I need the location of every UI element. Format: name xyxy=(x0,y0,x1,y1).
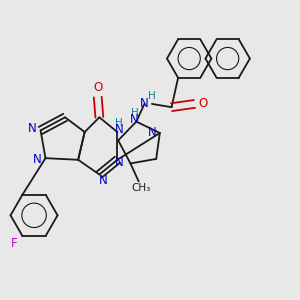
Text: H: H xyxy=(115,118,123,128)
Text: N: N xyxy=(115,123,123,136)
Text: N: N xyxy=(148,126,157,139)
Text: N: N xyxy=(115,156,123,169)
Text: H: H xyxy=(148,91,156,101)
Text: O: O xyxy=(198,98,207,110)
Text: N: N xyxy=(33,153,42,166)
Text: N: N xyxy=(28,122,37,135)
Text: N: N xyxy=(130,113,139,127)
Text: F: F xyxy=(11,237,17,250)
Text: N: N xyxy=(99,174,108,187)
Text: CH₃: CH₃ xyxy=(132,183,151,193)
Text: O: O xyxy=(93,81,102,94)
Text: H: H xyxy=(131,108,139,118)
Text: N: N xyxy=(140,97,149,110)
